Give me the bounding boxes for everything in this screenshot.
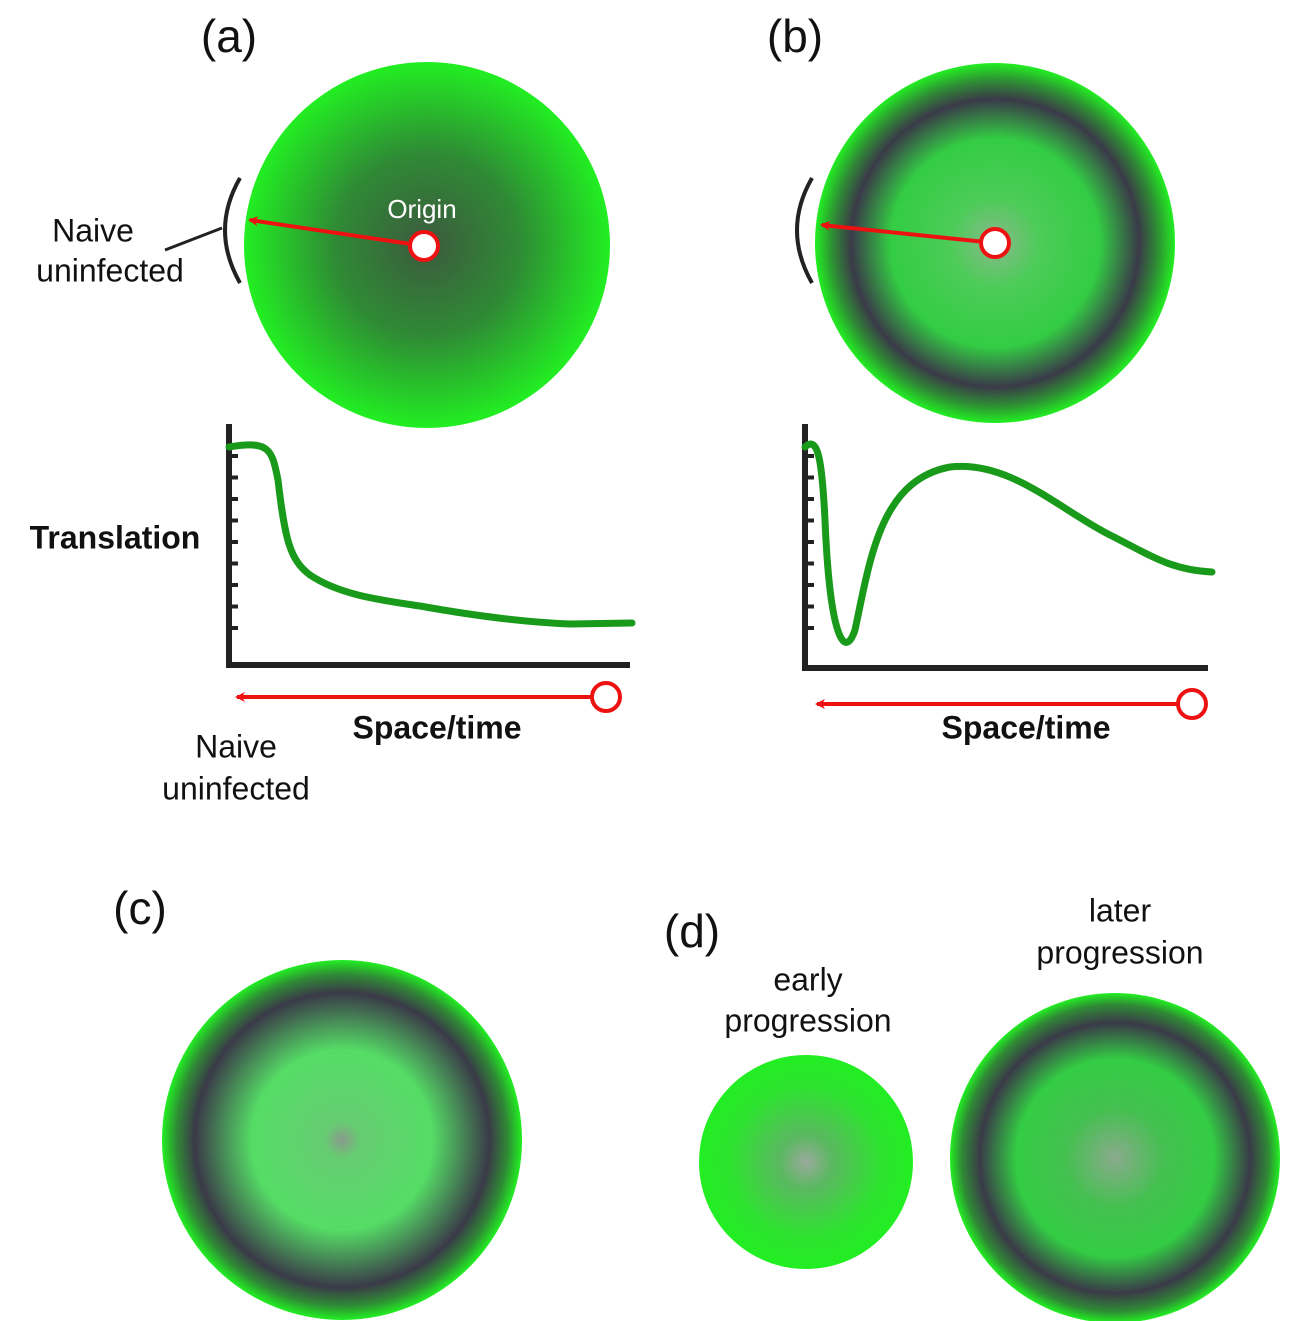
infection-focus: [950, 993, 1280, 1321]
y-axis-label: Translation: [30, 519, 201, 555]
axis: [805, 424, 1208, 668]
x-axis-label: Space/time: [353, 709, 522, 745]
origin-dot: [592, 683, 620, 711]
naive-label: Naive: [195, 728, 277, 764]
x-axis-label: Space/time: [942, 709, 1111, 745]
translation-curve: [805, 444, 1212, 642]
bracket: [797, 178, 812, 283]
stage-label: later: [1089, 892, 1152, 928]
naive-label: uninfected: [36, 252, 184, 288]
infection-focus: [699, 1055, 913, 1269]
naive-label: uninfected: [162, 770, 310, 806]
origin-dot: [410, 232, 438, 260]
panel-label: (a): [201, 10, 257, 62]
bracket: [225, 178, 240, 283]
panel-label: (c): [113, 882, 167, 934]
stage-label: early: [773, 961, 842, 997]
stage-label: progression: [724, 1002, 891, 1038]
translation-curve: [229, 445, 632, 624]
panel-label: (b): [767, 10, 823, 62]
origin-dot: [981, 229, 1009, 257]
axes: [805, 424, 1208, 668]
stage-label: progression: [1036, 934, 1203, 970]
infection-focus: [162, 960, 522, 1320]
origin-label: Origin: [387, 194, 456, 224]
pointer: [165, 228, 222, 250]
origin-dot: [1178, 690, 1206, 718]
panel-label: (d): [664, 905, 720, 957]
figure: (a) Origin Naive uninfected Translation …: [0, 0, 1291, 1321]
naive-label: Naive: [52, 212, 134, 248]
